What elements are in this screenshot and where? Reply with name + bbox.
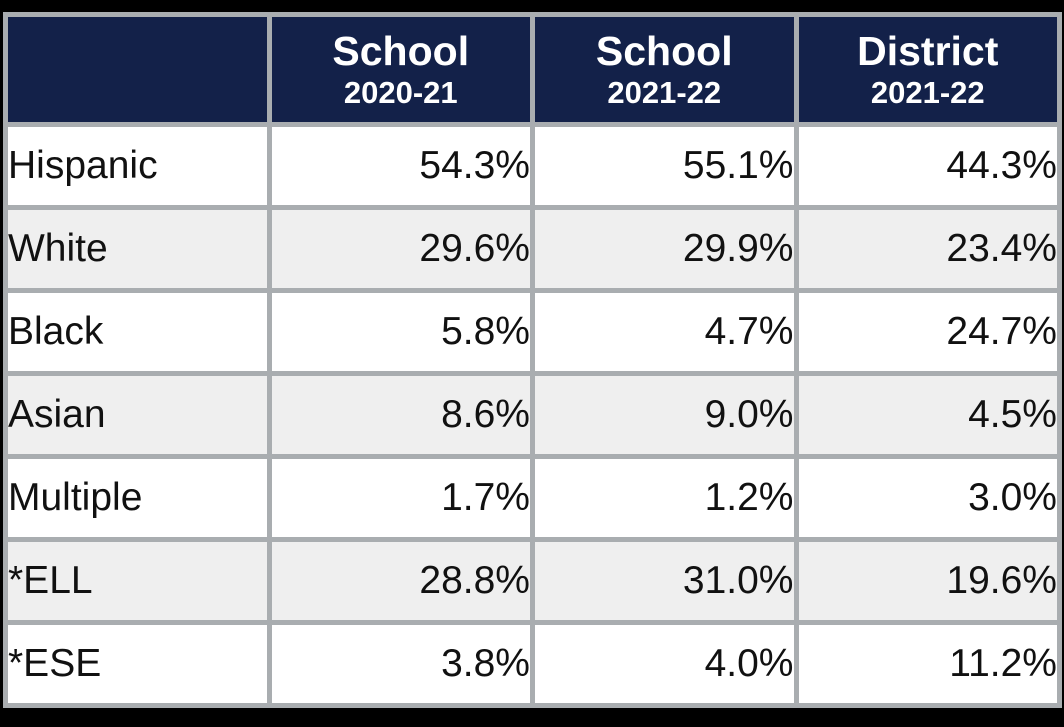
row-label: White	[3, 205, 272, 293]
cell-value: 55.1%	[530, 122, 799, 210]
table-row-ese: *ESE 3.8% 4.0% 11.2%	[3, 620, 1062, 708]
cell-value: 29.9%	[530, 205, 799, 293]
table-row-ell: *ELL 28.8% 31.0% 19.6%	[3, 537, 1062, 625]
cell-value: 11.2%	[793, 620, 1062, 708]
cell-value: 24.7%	[793, 288, 1062, 376]
row-label: *ELL	[3, 537, 272, 625]
cell-value: 44.3%	[793, 122, 1062, 210]
cell-value: 3.8%	[266, 620, 535, 708]
table-body: Hispanic 54.3% 55.1% 44.3% White 29.6% 2…	[3, 122, 1062, 708]
header-col-title: School	[332, 27, 470, 74]
cell-value: 28.8%	[266, 537, 535, 625]
cell-value: 1.7%	[266, 454, 535, 542]
header-row: School 2020-21 School 2021-22 District 2…	[3, 12, 1062, 127]
header-corner-cell	[3, 12, 272, 127]
row-label: *ESE	[3, 620, 272, 708]
header-col-school-2020-21: School 2020-21	[266, 12, 535, 127]
table-header: School 2020-21 School 2021-22 District 2…	[3, 12, 1062, 127]
table-row-asian: Asian 8.6% 9.0% 4.5%	[3, 371, 1062, 459]
header-col-title: School	[595, 27, 733, 74]
cell-value: 19.6%	[793, 537, 1062, 625]
table-row-multiple: Multiple 1.7% 1.2% 3.0%	[3, 454, 1062, 542]
header-col-year: 2020-21	[343, 74, 458, 110]
cell-value: 4.0%	[530, 620, 799, 708]
cell-value: 8.6%	[266, 371, 535, 459]
row-label: Multiple	[3, 454, 272, 542]
cell-value: 54.3%	[266, 122, 535, 210]
row-label: Black	[3, 288, 272, 376]
header-col-year: 2021-22	[607, 74, 722, 110]
row-label: Asian	[3, 371, 272, 459]
cell-value: 1.2%	[530, 454, 799, 542]
cell-value: 29.6%	[266, 205, 535, 293]
table-row-black: Black 5.8% 4.7% 24.7%	[3, 288, 1062, 376]
header-col-title: District	[857, 27, 999, 74]
cell-value: 4.7%	[530, 288, 799, 376]
demographics-table: School 2020-21 School 2021-22 District 2…	[3, 12, 1062, 708]
header-col-school-2021-22: School 2021-22	[530, 12, 799, 127]
cell-value: 4.5%	[793, 371, 1062, 459]
cell-value: 5.8%	[266, 288, 535, 376]
table-row-hispanic: Hispanic 54.3% 55.1% 44.3%	[3, 122, 1062, 210]
cell-value: 31.0%	[530, 537, 799, 625]
header-col-district-2021-22: District 2021-22	[793, 12, 1062, 127]
cell-value: 3.0%	[793, 454, 1062, 542]
header-col-year: 2021-22	[870, 74, 985, 110]
row-label: Hispanic	[3, 122, 272, 210]
cell-value: 23.4%	[793, 205, 1062, 293]
cell-value: 9.0%	[530, 371, 799, 459]
table-row-white: White 29.6% 29.9% 23.4%	[3, 205, 1062, 293]
